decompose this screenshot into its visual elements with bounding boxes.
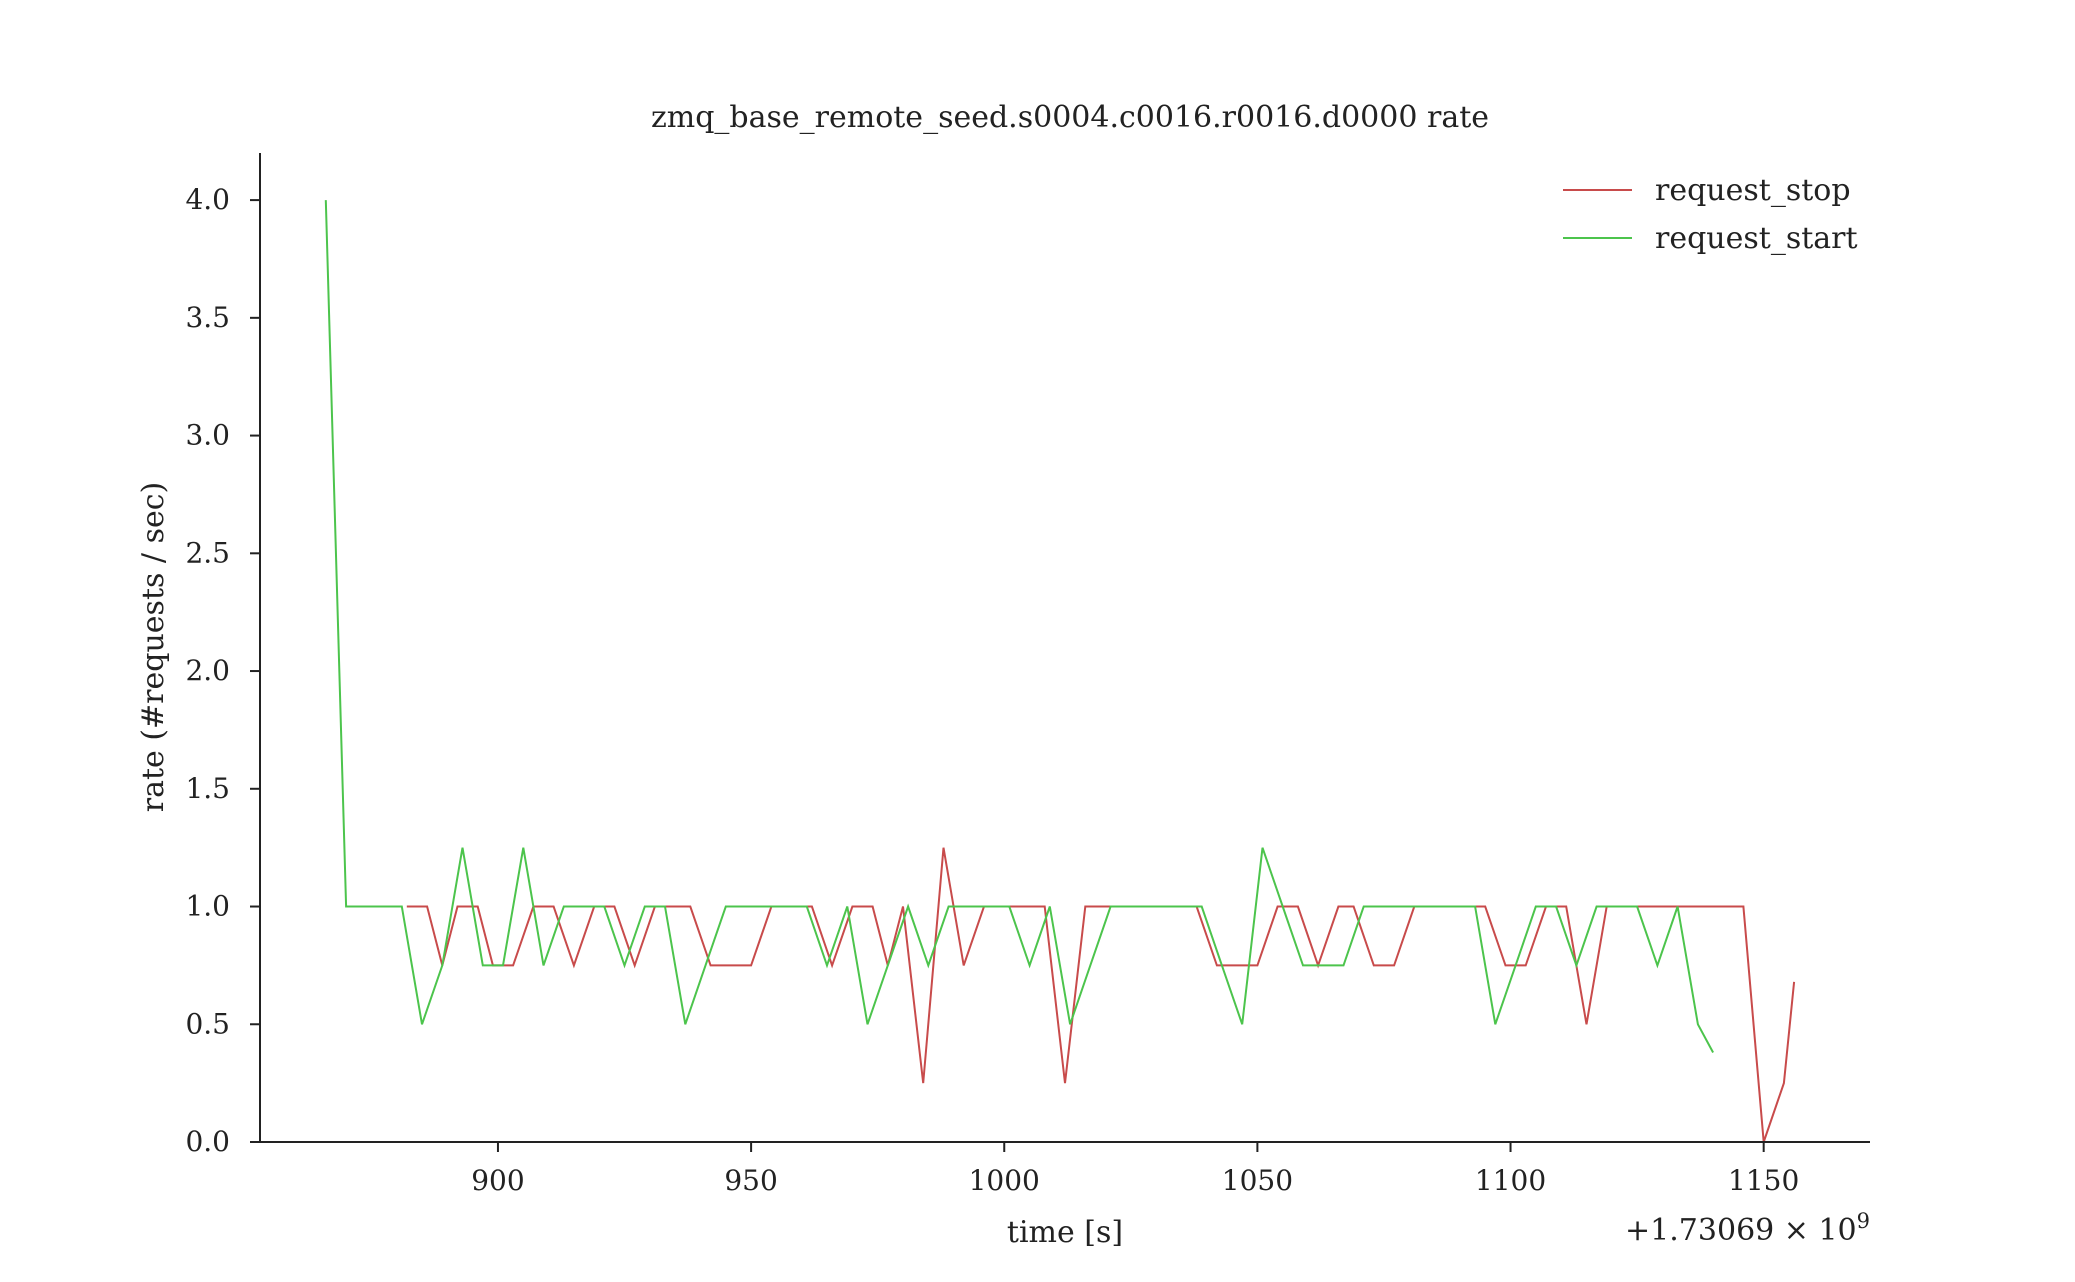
x-offset-exponent: 9	[1857, 1209, 1870, 1233]
x-tick-label: 1100	[1475, 1164, 1546, 1197]
x-axis-offset-label: +1.73069 × 109	[1625, 1209, 1870, 1248]
x-tick-label: 900	[471, 1164, 524, 1197]
x-tick-label: 1050	[1222, 1164, 1293, 1197]
y-tick-label: 2.5	[185, 536, 230, 569]
legend: request_stop request_start	[1563, 173, 1858, 256]
y-tick-label: 3.0	[185, 419, 230, 452]
series-line-request-stop	[406, 847, 1796, 1143]
y-tick-label: 1.0	[185, 890, 230, 923]
legend-label: request_start	[1655, 221, 1858, 256]
series-lines	[324, 200, 1796, 1143]
y-tick-label: 3.5	[185, 301, 230, 334]
x-axis-label: time [s]	[1007, 1215, 1123, 1250]
x-tick-label: 1150	[1728, 1164, 1799, 1197]
y-tick-label: 4.0	[185, 183, 230, 216]
y-tick-label: 0.0	[185, 1125, 230, 1158]
y-tick-label: 2.0	[185, 654, 230, 687]
y-axis-label: rate (#requests / sec)	[136, 482, 171, 812]
x-tick-label: 950	[724, 1164, 777, 1197]
chart-title: zmq_base_remote_seed.s0004.c0016.r0016.d…	[651, 100, 1489, 135]
y-tick-label: 1.5	[185, 772, 230, 805]
series-line-request-start	[324, 200, 1714, 1053]
y-tick-label: 0.5	[185, 1007, 230, 1040]
x-axis-ticks: 900 950 1000 1050 1100 1150	[471, 1142, 1799, 1197]
y-axis-ticks: 0.0 0.5 1.0 1.5 2.0 2.5 3.0 3.5 4.0	[185, 183, 260, 1158]
x-offset-base: +1.73069 × 10	[1625, 1213, 1857, 1248]
x-tick-label: 1000	[969, 1164, 1040, 1197]
legend-label: request_stop	[1655, 173, 1851, 208]
